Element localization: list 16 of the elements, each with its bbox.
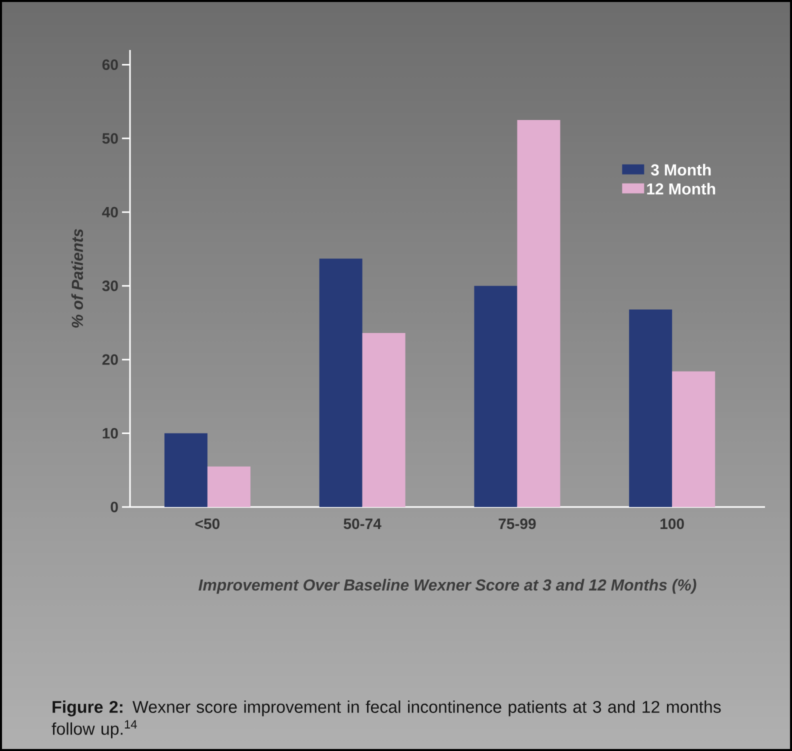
x-tick-label: <50 — [195, 518, 220, 530]
legend-label: 3 Month — [650, 164, 711, 176]
y-tick-label: 20 — [102, 354, 118, 365]
y-axis-title: % of Patients — [71, 229, 84, 328]
x-tick-label: 100 — [660, 518, 684, 530]
y-tick-label: 0 — [110, 502, 118, 512]
legend-label: 12 Month — [647, 182, 716, 195]
x-tick-label: 75-99 — [498, 518, 536, 530]
y-tick-label: 30 — [102, 280, 118, 292]
x-tick-label: 50-74 — [344, 518, 382, 530]
y-tick-label: 40 — [102, 206, 118, 218]
y-tick-label: 60 — [102, 59, 118, 70]
x-axis-title: Improvement Over Baseline Wexner Score at 3 and 12 Months (%) — [198, 578, 696, 594]
y-tick-label: 50 — [102, 133, 118, 144]
y-tick-label: 10 — [102, 428, 118, 439]
text: Figure 2: Wexner score improvement in fecal incontinence patients at 3 and 12 months follow up.$^{14}$ — [52, 700, 721, 738]
